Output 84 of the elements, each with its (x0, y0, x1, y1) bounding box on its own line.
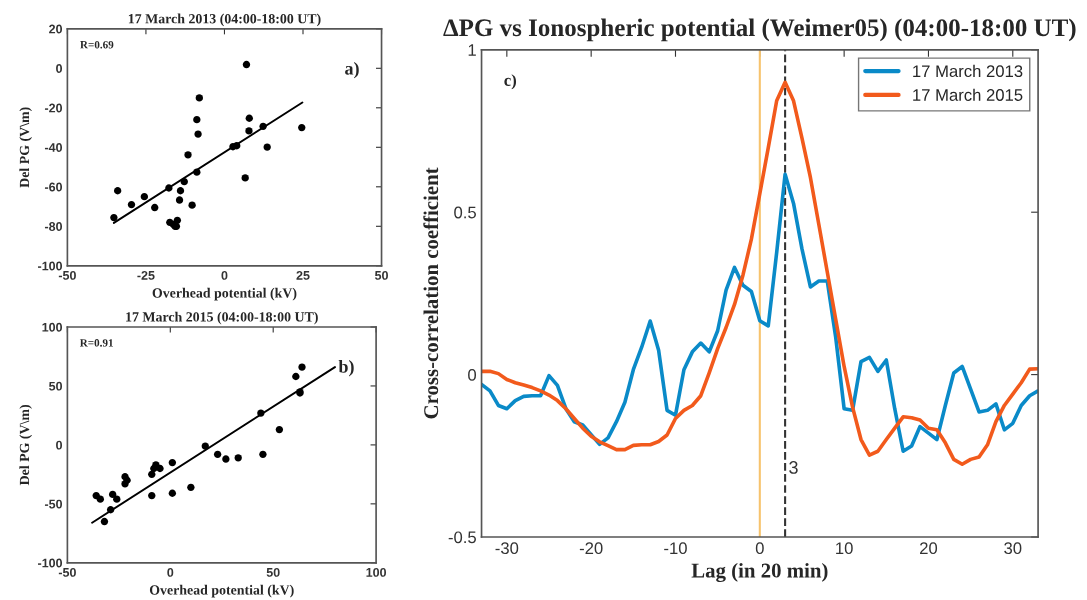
x-tick-label: -20 (579, 542, 603, 555)
annotation: c) (504, 74, 517, 90)
point (173, 216, 182, 225)
point (292, 372, 300, 381)
y-tick-label: 1 (468, 44, 476, 56)
x-tick-label: -25 (137, 270, 155, 280)
annotation: b) (338, 360, 354, 377)
y-tick-label: -20 (44, 103, 63, 113)
point (195, 94, 204, 102)
x-axis-title: Overhead potential (kV) (152, 287, 297, 301)
chart-title: 17 March 2013 (04:00-18:00 UT) (128, 13, 321, 27)
point (175, 196, 184, 204)
point (241, 174, 249, 182)
point (184, 151, 192, 159)
chart-title: 17 March 2015 (04:00-18:00 UT) (126, 311, 318, 325)
point (148, 470, 156, 479)
point (127, 200, 136, 209)
x-tick-label: 0 (167, 567, 174, 577)
point (234, 454, 242, 462)
point (194, 130, 202, 138)
x-tick-label: 50 (374, 270, 388, 280)
point (151, 203, 159, 212)
x-tick-label: -10 (664, 542, 687, 555)
point (298, 363, 306, 371)
point (263, 143, 271, 151)
point (298, 123, 306, 132)
x-tick-label: 20 (920, 542, 938, 555)
legend-label: 17 March 2013 (913, 64, 1023, 78)
point (148, 491, 156, 500)
point (109, 490, 117, 499)
y-tick-label: -40 (44, 143, 63, 152)
y-axis-title: Cross-correlation coefficient (423, 167, 439, 419)
point (213, 450, 222, 459)
y-tick-label: 100 (42, 322, 63, 332)
annotation: a) (345, 61, 359, 79)
point (140, 193, 149, 201)
y-tick-label: 0 (56, 440, 63, 450)
y-tick-label: 0.5 (454, 206, 476, 219)
x-axis-title: Lag (in 20 min) (691, 562, 828, 583)
y-tick-label: -60 (44, 182, 63, 192)
x-tick-label: 0 (755, 542, 764, 555)
y-tick-label: 20 (49, 24, 63, 34)
point (245, 127, 253, 135)
point (156, 464, 164, 473)
x-tick-label: 30 (1004, 542, 1022, 555)
point (176, 187, 185, 195)
y-tick-label: -80 (44, 222, 63, 231)
point (113, 187, 122, 195)
y-tick-label: -100 (38, 261, 63, 271)
point (259, 450, 267, 459)
x-tick-label: 25 (296, 270, 310, 280)
point (245, 114, 253, 122)
annotation: R=0.69 (80, 40, 114, 49)
point (188, 201, 196, 209)
x-tick-label: 10 (836, 542, 853, 555)
point (168, 489, 177, 497)
point (113, 495, 121, 503)
y-tick-label: 0 (468, 369, 477, 381)
point (242, 60, 251, 69)
x-axis-title: Overhead potential (kV) (149, 584, 294, 598)
y-tick-label: -50 (44, 499, 63, 509)
legend-label: 17 March 2015 (913, 88, 1023, 101)
annotation: R=0.91 (79, 339, 113, 347)
x-tick-label: 100 (366, 567, 387, 577)
y-tick-label: -100 (38, 558, 63, 568)
y-tick-label: 50 (49, 381, 63, 391)
point (222, 455, 230, 463)
point (100, 517, 109, 526)
point (187, 483, 195, 492)
ref-line-label: 3 (789, 461, 798, 474)
y-tick-label: -0.5 (448, 531, 476, 544)
point (275, 425, 284, 434)
point (168, 458, 177, 467)
point (96, 495, 104, 503)
point (110, 213, 118, 222)
y-axis-title: Del PG (V\m) (19, 405, 32, 486)
x-tick-label: -30 (495, 542, 519, 555)
x-tick-label: 0 (221, 270, 228, 280)
y-axis-title: Del PG (V\m) (19, 107, 32, 188)
y-tick-label: 0 (56, 64, 63, 73)
point (193, 115, 201, 124)
chart-title: ΔPG vs Ionospheric potential (Weimer05) (04:00-18:00 UT) (443, 18, 1076, 42)
line-series (481, 172, 1039, 454)
x-tick-label: 50 (266, 567, 280, 577)
